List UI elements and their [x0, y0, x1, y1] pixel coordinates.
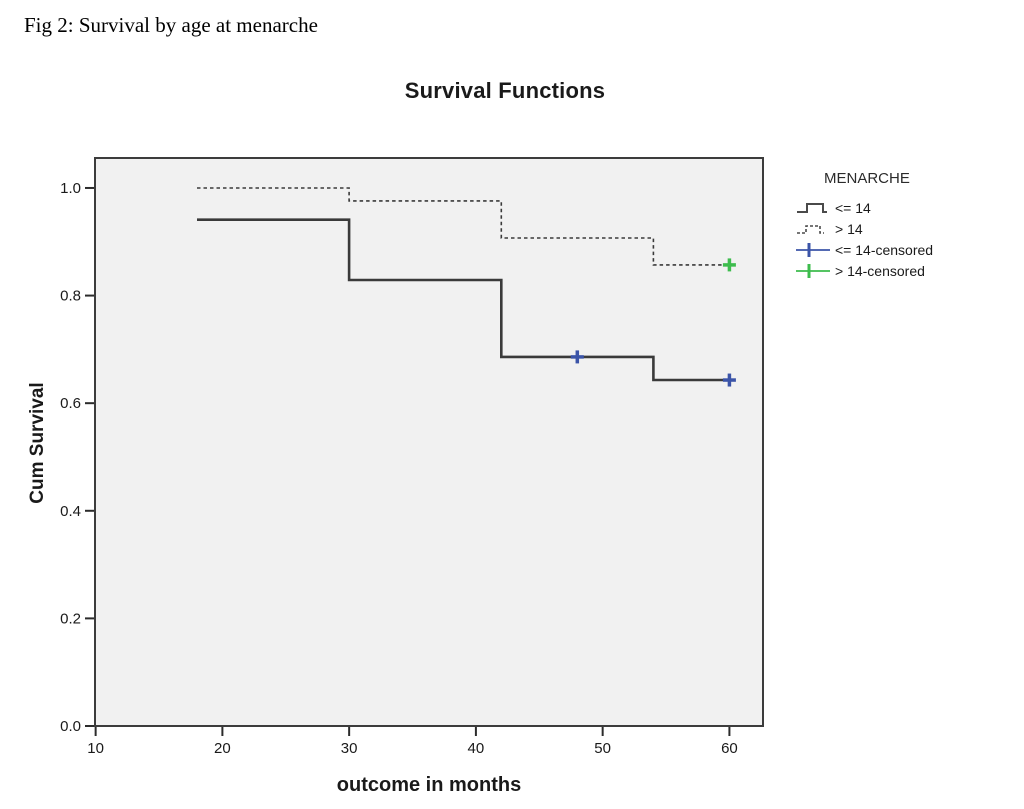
chart-title: Survival Functions — [404, 78, 606, 103]
x-tick-label: 50 — [594, 740, 611, 757]
legend-entry-label: <= 14-censored — [835, 241, 934, 258]
solid-step-line-icon — [797, 202, 827, 213]
legend-entry-label: <= 14 — [835, 199, 871, 216]
x-axis-label: outcome in months — [336, 774, 522, 796]
y-tick-label: 0.6 — [60, 395, 81, 412]
legend-entry-gt14-censored: > 14-censored — [796, 260, 933, 281]
y-tick-label: 0.8 — [60, 288, 81, 305]
x-tick-label: 60 — [721, 740, 738, 757]
x-tick-label: 30 — [341, 740, 358, 757]
survival-curve-dashed — [197, 187, 730, 266]
survival-curve-solid — [197, 218, 730, 382]
legend-entry-label: > 14-censored — [835, 262, 925, 279]
dashed-step-line-icon — [797, 224, 824, 234]
y-tick-label: 0.0 — [60, 718, 81, 735]
legend-entry-le14-censored: <= 14-censored — [796, 239, 933, 260]
y-tick-label: 0.2 — [60, 610, 81, 627]
green-censored-plus-icon — [796, 263, 830, 278]
y-tick-label: 1.0 — [60, 180, 81, 197]
x-tick-label: 40 — [468, 740, 485, 757]
legend-entry-label: > 14 — [835, 220, 863, 237]
x-tick-label: 10 — [87, 740, 104, 757]
plot-area — [94, 157, 764, 727]
figure-caption: Fig 2: Survival by age at menarche — [24, 13, 318, 37]
legend-title: MENARCHE — [824, 170, 910, 187]
blue-censored-plus-icon — [796, 242, 830, 257]
legend: MENARCHE <= 14 > 14 <= 14-censored — [796, 170, 933, 281]
legend-entry-gt14: > 14 — [796, 218, 933, 239]
x-tick-label: 20 — [214, 740, 231, 757]
y-tick-label: 0.4 — [60, 503, 81, 520]
legend-entry-le14: <= 14 — [796, 197, 933, 218]
